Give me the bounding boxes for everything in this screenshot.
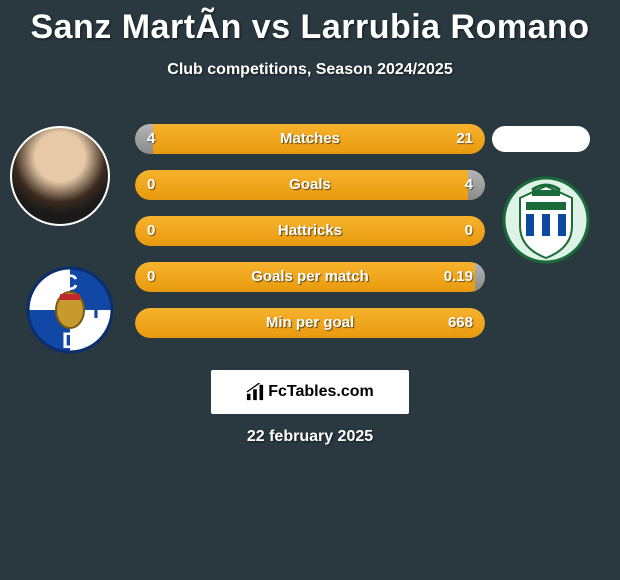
page-title: Sanz MartÃ­n vs Larrubia Romano [0, 0, 620, 47]
stat-row: 00.19Goals per match [135, 262, 485, 292]
stat-row: 04Goals [135, 170, 485, 200]
footer-date: 22 february 2025 [0, 428, 620, 446]
stat-row: 00Hattricks [135, 216, 485, 246]
stat-name: Goals [135, 170, 485, 200]
stat-name: Min per goal [135, 308, 485, 338]
player-left-avatar [10, 126, 110, 226]
fctables-brand[interactable]: FcTables.com [211, 370, 409, 414]
svg-text:T: T [89, 298, 103, 323]
stats-container: 421Matches 04Goals 00Hattricks 00.19Goals p… [135, 124, 485, 354]
stat-row: 668Min per goal [135, 308, 485, 338]
svg-text:D: D [62, 328, 78, 353]
fctables-label: FcTables.com [268, 383, 374, 401]
player-left-club-badge: C T D [26, 260, 114, 370]
stat-name: Hattricks [135, 216, 485, 246]
stat-row: 421Matches [135, 124, 485, 154]
player-right-avatar [492, 126, 590, 152]
stat-name: Goals per match [135, 262, 485, 292]
page-subtitle: Club competitions, Season 2024/2025 [0, 61, 620, 79]
chart-icon [246, 383, 264, 401]
player-right-club-badge [502, 176, 590, 264]
stat-name: Matches [135, 124, 485, 154]
